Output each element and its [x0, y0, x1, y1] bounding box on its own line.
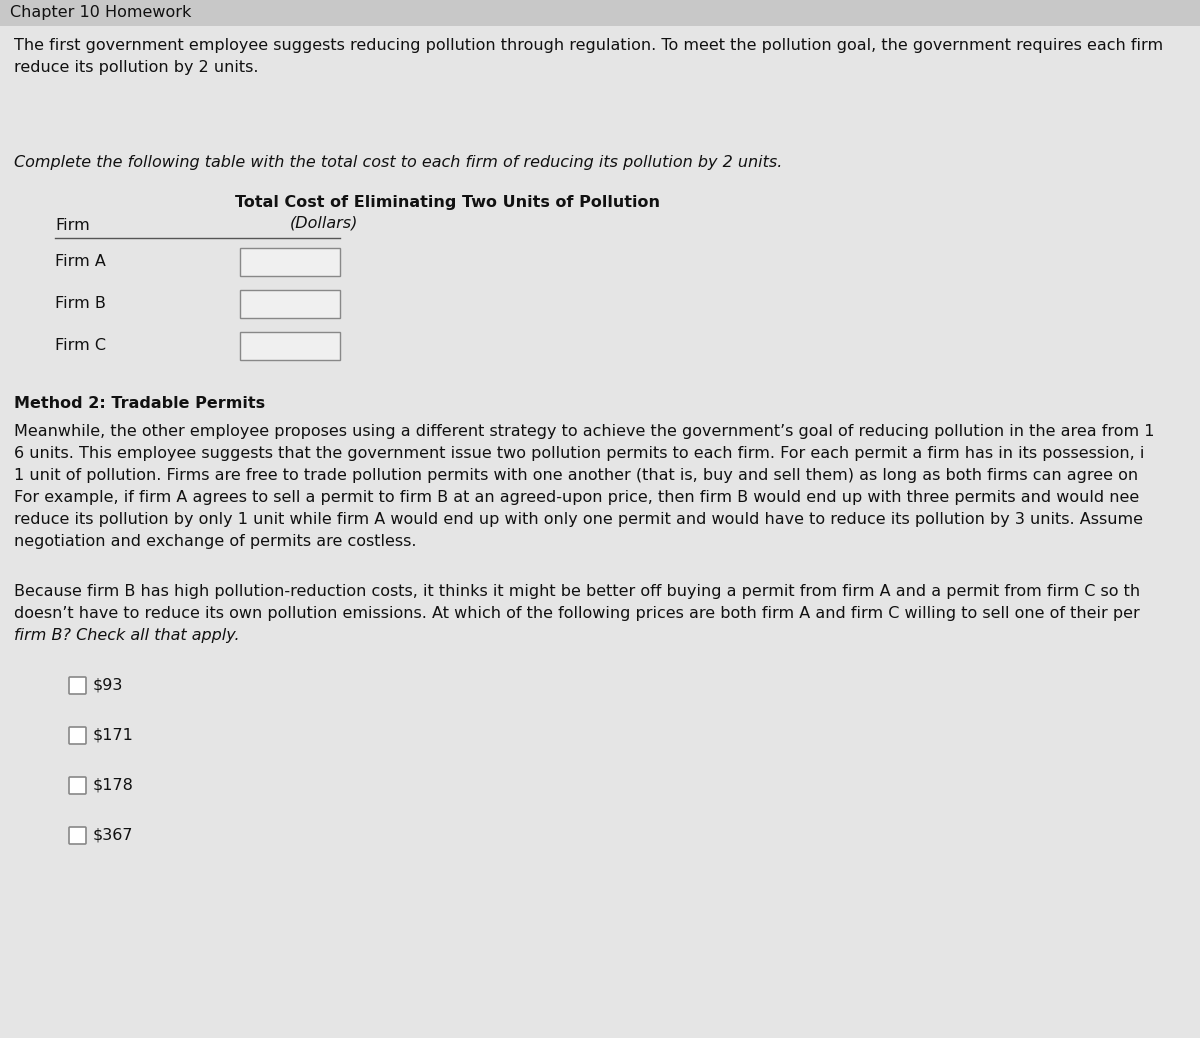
Bar — [240, 290, 340, 318]
Text: $171: $171 — [94, 728, 134, 743]
Text: $367: $367 — [94, 828, 133, 843]
Text: $178: $178 — [94, 778, 134, 793]
Text: negotiation and exchange of permits are costless.: negotiation and exchange of permits are … — [14, 534, 416, 549]
Text: firm B? Check all that apply.: firm B? Check all that apply. — [14, 628, 240, 643]
FancyBboxPatch shape — [70, 677, 86, 694]
Text: Meanwhile, the other employee proposes using a different strategy to achieve the: Meanwhile, the other employee proposes u… — [14, 424, 1154, 439]
Text: Firm B: Firm B — [55, 297, 106, 311]
Text: (Dollars): (Dollars) — [290, 215, 359, 230]
Text: 1 unit of pollution. Firms are free to trade pollution permits with one another : 1 unit of pollution. Firms are free to t… — [14, 468, 1138, 483]
Text: Firm C: Firm C — [55, 338, 106, 354]
Text: Firm A: Firm A — [55, 254, 106, 270]
Text: reduce its pollution by 2 units.: reduce its pollution by 2 units. — [14, 60, 258, 75]
Text: For example, if firm A agrees to sell a permit to firm B at an agreed-upon price: For example, if firm A agrees to sell a … — [14, 490, 1139, 506]
Text: The first government employee suggests reducing pollution through regulation. To: The first government employee suggests r… — [14, 38, 1163, 53]
Bar — [0, 0, 1200, 26]
Text: Complete the following table with the total cost to each firm of reducing its po: Complete the following table with the to… — [14, 155, 782, 170]
Text: reduce its pollution by only 1 unit while firm A would end up with only one perm: reduce its pollution by only 1 unit whil… — [14, 512, 1142, 527]
Text: $93: $93 — [94, 678, 124, 693]
Text: Chapter 10 Homework: Chapter 10 Homework — [10, 5, 191, 21]
Text: doesn’t have to reduce its own pollution emissions. At which of the following pr: doesn’t have to reduce its own pollution… — [14, 606, 1140, 621]
Text: Firm: Firm — [55, 218, 90, 233]
Bar — [240, 332, 340, 360]
Text: Because firm B has high pollution-reduction costs, it thinks it might be better : Because firm B has high pollution-reduct… — [14, 584, 1140, 599]
FancyBboxPatch shape — [70, 777, 86, 794]
Text: Method 2: Tradable Permits: Method 2: Tradable Permits — [14, 397, 265, 411]
Text: 6 units. This employee suggests that the government issue two pollution permits : 6 units. This employee suggests that the… — [14, 446, 1145, 461]
FancyBboxPatch shape — [70, 727, 86, 744]
Bar — [240, 248, 340, 276]
Text: Total Cost of Eliminating Two Units of Pollution: Total Cost of Eliminating Two Units of P… — [235, 195, 660, 210]
FancyBboxPatch shape — [70, 827, 86, 844]
